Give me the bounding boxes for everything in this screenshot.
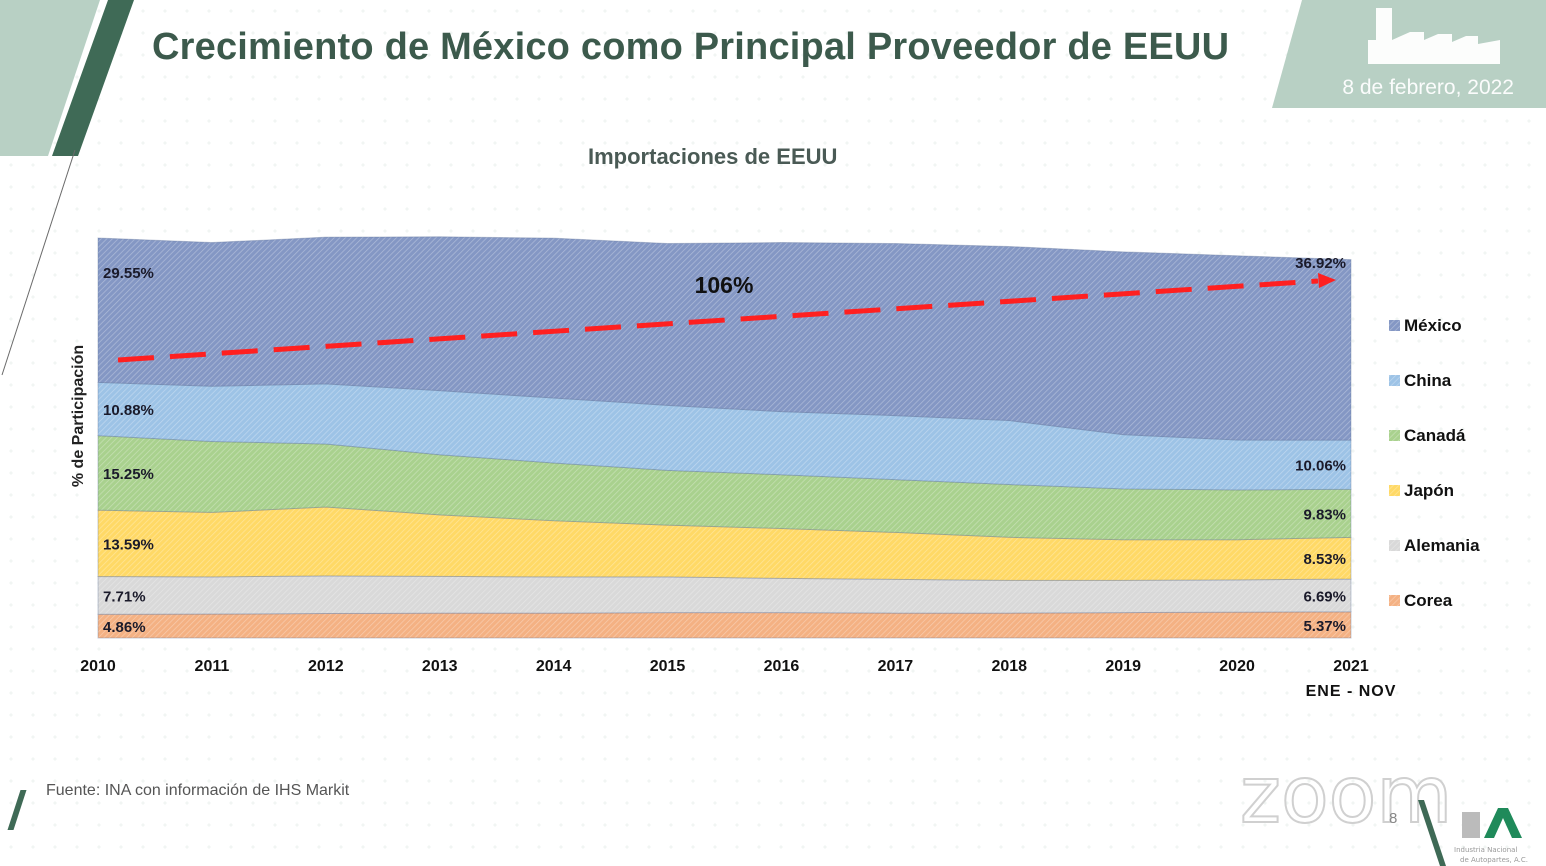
legend-label: Corea xyxy=(1404,591,1453,610)
growth-annotation: 106% xyxy=(695,272,754,298)
trend-arrowhead xyxy=(1318,273,1336,288)
legend-item-corea: Corea xyxy=(1389,591,1453,610)
area-mexico xyxy=(97,236,1352,441)
legend-item-japon: Japón xyxy=(1389,481,1454,500)
legend-label: Alemania xyxy=(1404,536,1480,555)
area-corea xyxy=(97,611,1352,639)
x-tick-label: 2014 xyxy=(536,658,572,675)
legend-item-mexico: México xyxy=(1389,316,1462,335)
x-tick-label: 2013 xyxy=(422,658,458,675)
area-japon xyxy=(97,506,1352,581)
trend-line xyxy=(117,278,1319,363)
area-canada xyxy=(97,435,1352,541)
x-tick-sublabel: ENE - NOV xyxy=(1306,683,1397,700)
x-tick-label: 2019 xyxy=(1105,658,1141,675)
x-tick-label: 2011 xyxy=(195,658,230,675)
data-label-end-mexico: 36.92% xyxy=(1295,255,1346,272)
legend-swatch xyxy=(1389,595,1400,606)
legend-item-alemania: Alemania xyxy=(1389,536,1480,555)
x-tick-label: 2012 xyxy=(308,658,344,675)
x-tick-label: 2015 xyxy=(650,658,686,675)
x-tick-label: 2016 xyxy=(764,658,800,675)
x-tick-label: 2021 xyxy=(1333,658,1369,675)
legend-label: China xyxy=(1404,371,1452,390)
svg-text:de Autopartes, A.C.: de Autopartes, A.C. xyxy=(1460,856,1528,864)
legend-swatch xyxy=(1389,430,1400,441)
legend-item-china: China xyxy=(1389,371,1452,390)
slide-date: 8 de febrero, 2022 xyxy=(1342,76,1514,99)
data-label-end-canada: 9.83% xyxy=(1303,506,1346,523)
legend-swatch xyxy=(1389,375,1400,386)
data-label-end-corea: 5.37% xyxy=(1303,618,1346,635)
x-tick-label: 2017 xyxy=(878,658,914,675)
legend-label: México xyxy=(1404,316,1462,335)
factory-icon xyxy=(1368,8,1500,64)
x-tick-label: 2018 xyxy=(991,658,1027,675)
x-tick-label: 2020 xyxy=(1219,658,1255,675)
legend-label: Japón xyxy=(1404,481,1454,500)
data-label-start-alemania: 7.71% xyxy=(103,588,146,605)
svg-text:zoom: zoom xyxy=(1240,760,1452,830)
data-label-start-mexico: 29.55% xyxy=(103,265,154,282)
data-label-end-china: 10.06% xyxy=(1295,458,1346,475)
x-tick-label: 2010 xyxy=(80,658,116,675)
legend-swatch xyxy=(1389,540,1400,551)
area-alemania xyxy=(97,575,1352,615)
data-label-start-corea: 4.86% xyxy=(103,619,146,636)
data-label-start-japon: 13.59% xyxy=(103,536,154,553)
data-label-start-canada: 15.25% xyxy=(103,466,154,483)
svg-text:Industria Nacional: Industria Nacional xyxy=(1454,846,1517,854)
legend-item-canada: Canadá xyxy=(1389,426,1466,445)
legend-label: Canadá xyxy=(1404,426,1466,445)
decorative-corner-left xyxy=(0,0,134,156)
legend-swatch xyxy=(1389,320,1400,331)
page-number: 8 xyxy=(1389,810,1398,827)
slide-title: Crecimiento de México como Principal Pro… xyxy=(152,26,1230,68)
data-label-start-china: 10.88% xyxy=(103,402,154,419)
data-label-end-alemania: 6.69% xyxy=(1303,588,1346,605)
decorative-line xyxy=(1,150,76,376)
legend-swatch xyxy=(1389,485,1400,496)
chart-title: Importaciones de EEUU xyxy=(588,144,838,169)
data-label-end-japon: 8.53% xyxy=(1303,551,1346,568)
source-note: Fuente: INA con información de IHS Marki… xyxy=(46,782,350,799)
ina-logo: Industria Nacional de Autopartes, A.C. xyxy=(1418,800,1528,866)
y-axis-label: % de Participación xyxy=(70,345,87,487)
zoom-watermark: zoom xyxy=(1240,760,1453,830)
